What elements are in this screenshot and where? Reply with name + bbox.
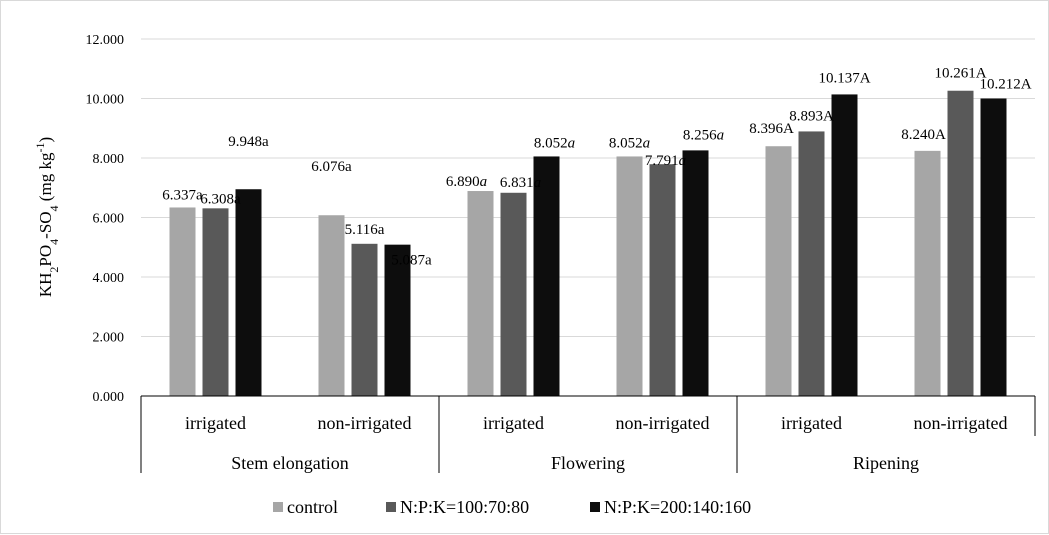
x-stage-label: Stem elongation [231, 453, 348, 473]
data-label: 8.052a [534, 135, 575, 151]
data-label: 9.948a [228, 134, 269, 150]
bar [500, 192, 527, 396]
bar [798, 131, 825, 397]
legend: control N:P:K=100:70:80 N:P:K=200:140:160 [273, 497, 751, 517]
bar [947, 90, 974, 396]
data-label: 5.116a [345, 222, 385, 238]
data-label: 6.337a [162, 187, 203, 203]
data-label: 8.893A [789, 108, 834, 124]
y-tick-label: 0.000 [93, 390, 125, 405]
y-tick-label: 2.000 [93, 331, 125, 346]
bar [351, 243, 378, 396]
bar [831, 94, 858, 396]
bar [318, 215, 345, 396]
bar [616, 156, 643, 396]
data-label: 6.308a [200, 191, 241, 207]
data-label: 10.212A [979, 77, 1031, 93]
legend-swatch [590, 502, 600, 512]
x-stage-label: Flowering [551, 453, 625, 473]
y-axis: 0.000 2.000 4.000 6.000 8.000 10.000 12.000 [86, 33, 125, 405]
x-category-label: non-irrigated [318, 413, 412, 433]
bar [649, 164, 676, 396]
bar [980, 98, 1007, 396]
data-label: 7.791a [645, 153, 686, 169]
data-label: 6.076a [311, 159, 352, 175]
x-category-label: irrigated [185, 413, 246, 433]
bar [235, 189, 262, 396]
bar [533, 156, 560, 396]
x-category-label: irrigated [483, 413, 544, 433]
x-category-label: non-irrigated [914, 413, 1008, 433]
data-label: 6.890a [446, 174, 487, 190]
data-label: 10.137A [818, 70, 870, 86]
legend-label: control [287, 497, 338, 517]
bar [467, 191, 494, 396]
bars [169, 90, 1007, 397]
legend-label: N:P:K=200:140:160 [604, 497, 751, 517]
x-axis: irrigated non-irrigated irrigated non-irrig… [140, 395, 1036, 473]
y-tick-label: 4.000 [93, 271, 125, 286]
bar [202, 208, 229, 396]
bar [914, 150, 941, 396]
y-tick-label: 10.000 [86, 93, 125, 108]
bar [384, 244, 411, 396]
legend-label: N:P:K=100:70:80 [400, 497, 529, 517]
legend-swatch [273, 502, 283, 512]
y-tick-label: 6.000 [93, 212, 125, 227]
bar [765, 146, 792, 396]
data-label: 6.831a [500, 175, 541, 191]
data-label: 8.240A [901, 127, 946, 143]
x-category-label: irrigated [781, 413, 842, 433]
legend-swatch [386, 502, 396, 512]
data-label: 10.261A [934, 66, 986, 82]
data-label: 8.052a [609, 135, 650, 151]
x-stage-label: Ripening [853, 453, 919, 473]
gridlines [141, 38, 1035, 337]
y-axis-label: KH2PO4-SO4 (mg kg-1) [33, 137, 61, 297]
x-category-label: non-irrigated [616, 413, 710, 433]
y-tick-label: 12.000 [86, 33, 125, 48]
data-label: 5.087a [391, 253, 432, 269]
data-label: 8.256a [683, 127, 724, 143]
bar [169, 207, 196, 396]
bar [682, 150, 709, 396]
data-label: 8.396A [749, 121, 794, 137]
y-tick-label: 8.000 [93, 152, 125, 167]
